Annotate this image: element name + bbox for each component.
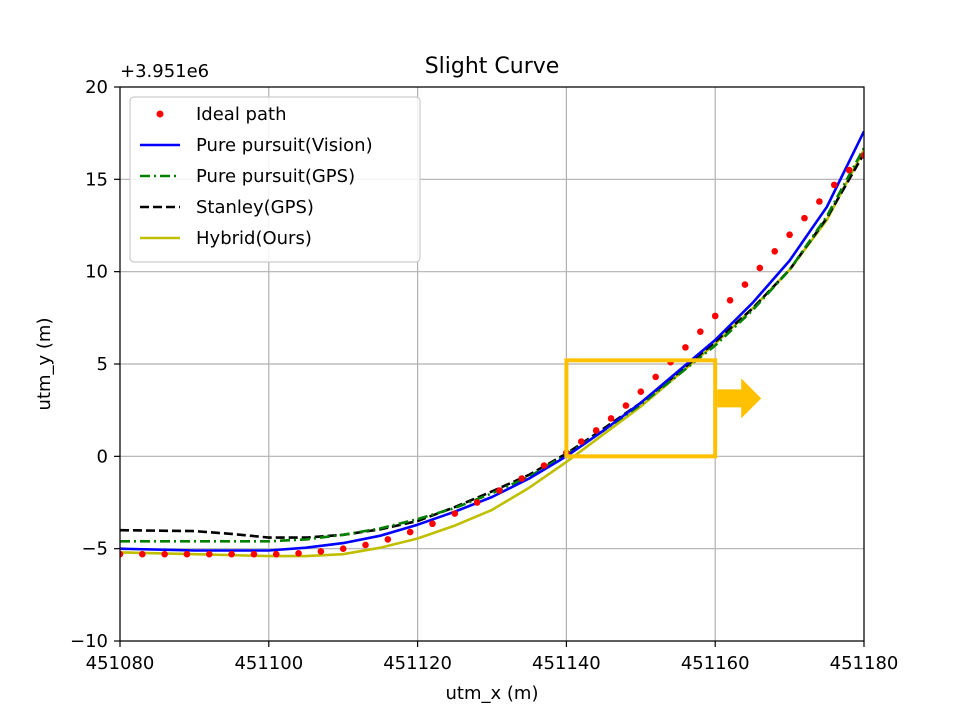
series-point-ideal-path: [228, 550, 235, 558]
series-point-ideal-path: [183, 550, 191, 558]
x-tick-label: 451160: [681, 653, 750, 674]
x-tick-label: 451080: [86, 653, 155, 674]
legend-label-pure-pursuit-gps: Pure pursuit(GPS): [196, 166, 355, 187]
series-point-ideal-path: [272, 550, 280, 558]
series-point-ideal-path: [496, 487, 503, 494]
legend-label-ideal-path: Ideal path: [196, 104, 286, 125]
series-point-ideal-path: [577, 438, 585, 445]
series-point-ideal-path: [540, 462, 548, 469]
y-tick-label: 15: [85, 169, 108, 190]
series-point-ideal-path: [406, 528, 414, 536]
y-tick-label: −10: [70, 631, 108, 652]
series-point-ideal-path: [362, 541, 369, 549]
x-tick-label: 451120: [383, 653, 452, 674]
series-point-ideal-path: [756, 264, 764, 272]
series-point-ideal-path: [205, 550, 213, 558]
series-point-ideal-path: [473, 499, 481, 506]
y-tick-label: 0: [97, 446, 108, 467]
y-tick-label: −5: [81, 539, 108, 560]
x-tick-label: 451140: [532, 653, 601, 674]
series-point-ideal-path: [726, 296, 734, 304]
series-point-ideal-path: [711, 312, 719, 320]
series-point-ideal-path: [786, 231, 793, 239]
x-axis-label: utm_x (m): [446, 683, 539, 704]
series-point-ideal-path: [697, 328, 704, 335]
y-tick-label: 5: [97, 354, 108, 375]
x-tick-label: 451180: [830, 653, 899, 674]
series-point-ideal-path: [139, 550, 146, 558]
series-point-ideal-path: [339, 545, 347, 552]
legend: Ideal path Pure pursuit(Vision) Pure pursu…: [129, 96, 421, 263]
series-group: [120, 130, 864, 558]
y-tick-label: 20: [85, 77, 108, 98]
legend-box: [129, 96, 421, 263]
series-point-ideal-path: [384, 536, 392, 543]
series-line-pure-pursuit-vision: [120, 130, 864, 552]
annotation-box: [564, 358, 718, 459]
series-point-ideal-path: [652, 373, 659, 381]
y-axis-label: utm_y (m): [34, 318, 55, 411]
series-point-ideal-path: [637, 388, 645, 396]
series-point-ideal-path: [816, 198, 823, 205]
legend-marker-ideal-path: [156, 110, 164, 118]
series-point-ideal-path: [518, 475, 526, 482]
series-point-ideal-path: [860, 152, 864, 159]
series-point-ideal-path: [592, 427, 600, 434]
legend-label-pure-pursuit-vision: Pure pursuit(Vision): [196, 135, 373, 156]
series-line-pure-pursuit-gps: [120, 147, 864, 543]
series-point-ideal-path: [250, 550, 258, 558]
x-tick-label: 451100: [234, 653, 303, 674]
series-point-ideal-path: [845, 166, 853, 174]
series-point-ideal-path: [317, 548, 325, 555]
series-point-ideal-path: [741, 281, 749, 288]
chart-title: Slight Curve: [425, 54, 560, 79]
series-point-ideal-path: [295, 549, 302, 557]
series-point-ideal-path: [622, 402, 630, 409]
y-tick-label: 10: [85, 262, 108, 283]
axis-ticks: 451080 451100 451120 451140 451160 451180 −10 −…: [70, 77, 898, 674]
annotation-group: [564, 358, 762, 459]
legend-label-hybrid-ours: Hybrid(Ours): [196, 228, 312, 249]
legend-label-stanley-gps: Stanley(GPS): [196, 197, 314, 218]
series-point-ideal-path: [429, 520, 436, 528]
series-point-ideal-path: [801, 214, 808, 222]
series-point-ideal-path: [771, 248, 779, 255]
annotation-arrow: [717, 378, 762, 419]
series-point-ideal-path: [682, 344, 689, 351]
series-line-hybrid-ours: [120, 149, 864, 558]
series-point-ideal-path: [830, 181, 838, 189]
series-line-stanley-gps: [120, 152, 864, 539]
y-axis-offset-label: +3.951e6: [120, 61, 209, 82]
series-point-ideal-path: [451, 510, 459, 517]
series-point-ideal-path: [120, 550, 124, 558]
series-point-ideal-path: [607, 415, 615, 422]
series-point-ideal-path: [161, 550, 168, 558]
